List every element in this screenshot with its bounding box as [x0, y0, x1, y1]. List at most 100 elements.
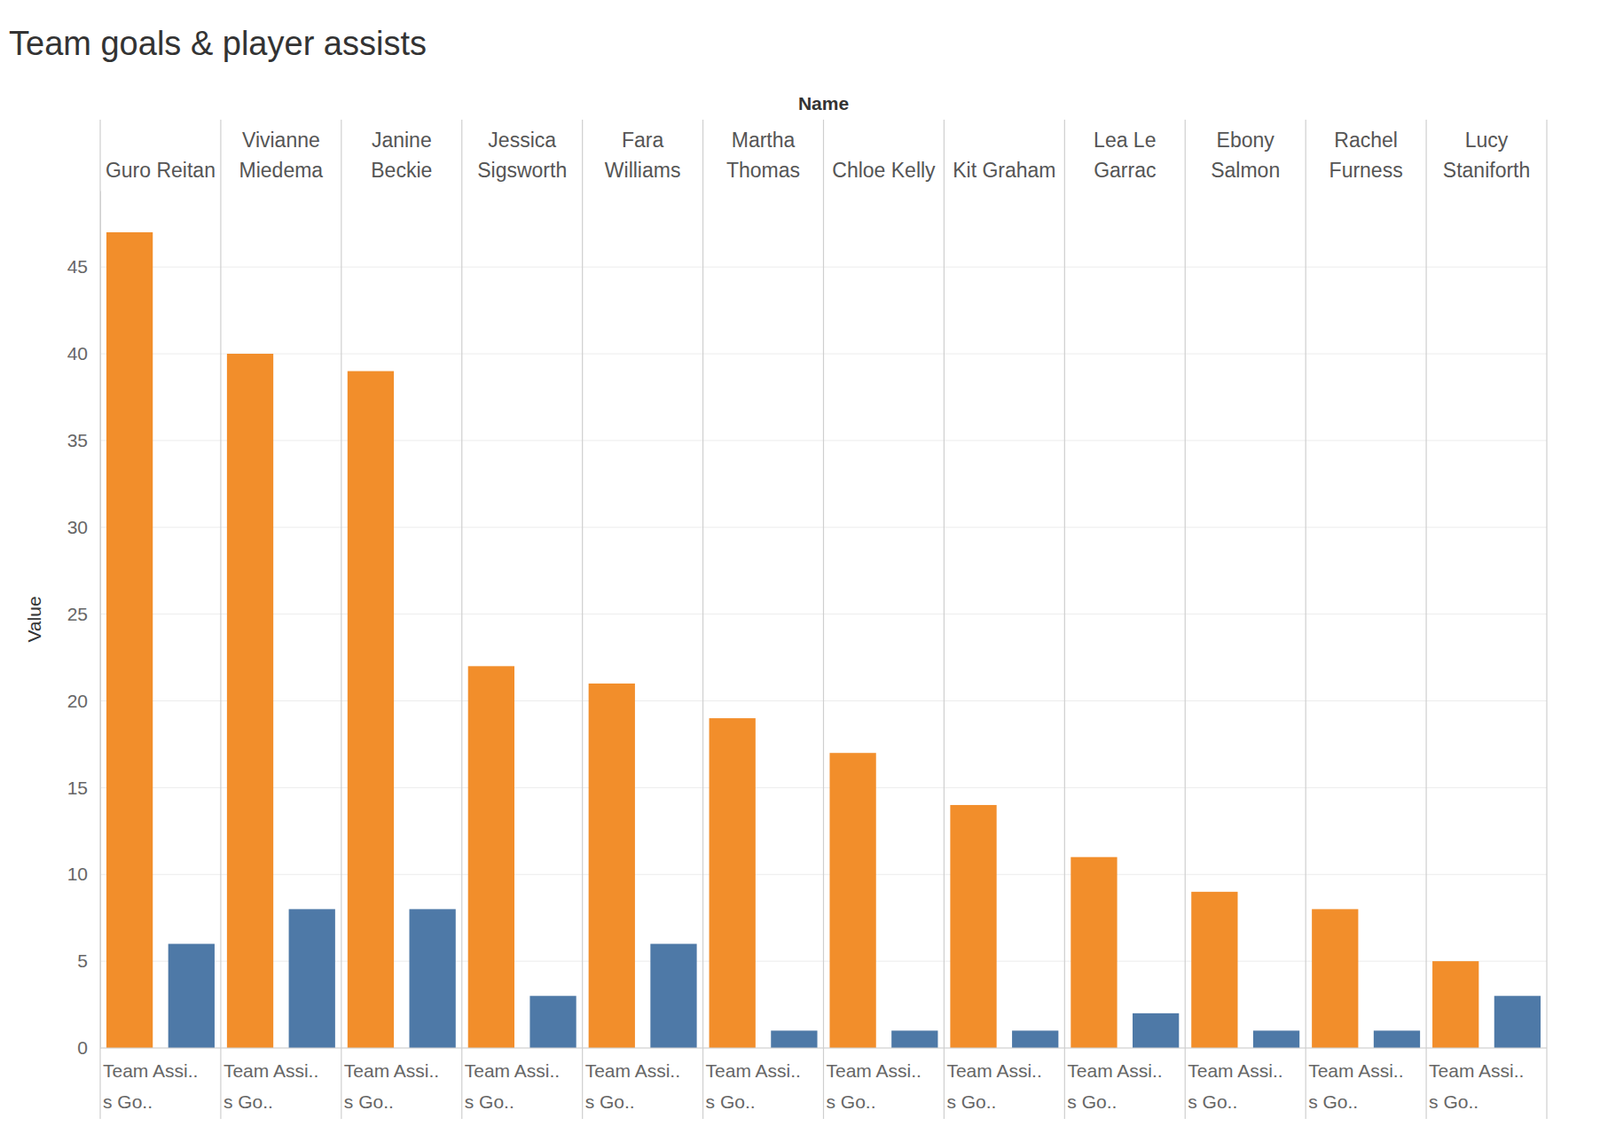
x-tick-label: Team Assi..	[102, 1060, 198, 1082]
y-tick-label: 0	[77, 1037, 88, 1059]
x-tick-label: Team Assi..	[223, 1060, 319, 1082]
bar	[289, 909, 336, 1049]
y-axis-line	[100, 191, 102, 1050]
y-tick-label: 35	[67, 430, 88, 451]
y-tick-label: 10	[67, 863, 88, 885]
bar	[588, 683, 636, 1049]
y-tick: 45	[67, 256, 101, 277]
grid-line	[100, 1048, 1547, 1050]
x-tick-label: s Go..	[1428, 1091, 1479, 1113]
bar	[106, 232, 153, 1049]
y-axis: 0 5 10 15 20 25 30 35 40 45	[67, 191, 102, 1059]
bar	[1132, 1013, 1179, 1049]
x-tick-label: Team Assi..	[1308, 1060, 1404, 1082]
x-tick-label: s Go..	[705, 1091, 756, 1113]
bar	[1011, 1030, 1059, 1049]
y-tick-label: 5	[77, 950, 88, 972]
x-tick-labels: Team Assi.. s Go.. Team Assi.. s Go.. Team A…	[102, 1060, 1524, 1113]
x-tick-label: s Go..	[585, 1091, 636, 1113]
facet-separators	[100, 119, 1547, 1120]
facet-separator	[823, 119, 824, 1120]
bar	[1494, 996, 1541, 1049]
x-tick-label: s Go..	[1187, 1091, 1238, 1113]
x-tick-label: s Go..	[223, 1091, 274, 1113]
x-tick-label: Team Assi..	[344, 1060, 440, 1082]
bar	[650, 944, 697, 1049]
y-axis-title: Value	[23, 596, 45, 643]
facet-header: VivianneMiedema	[239, 128, 324, 182]
y-tick-label: 15	[67, 777, 88, 799]
y-tick-label: 20	[67, 690, 88, 712]
x-tick-label: s Go..	[344, 1091, 394, 1113]
y-tick: 15	[67, 777, 101, 799]
bar	[347, 371, 394, 1049]
x-tick-label: s Go..	[464, 1091, 515, 1113]
bar	[227, 353, 274, 1049]
facet-header: Lea LeGarrac	[1093, 128, 1156, 182]
facet-separator	[1184, 119, 1186, 1120]
bar	[1311, 909, 1358, 1049]
x-tick-label: Team Assi..	[585, 1060, 681, 1082]
y-tick: 5	[77, 950, 101, 972]
bar	[468, 666, 515, 1049]
bar	[770, 1030, 817, 1049]
bar	[1432, 961, 1479, 1049]
bar	[1070, 857, 1117, 1049]
bar	[829, 752, 876, 1049]
y-tick: 10	[67, 863, 101, 885]
x-tick-label: s Go..	[102, 1091, 153, 1113]
x-tick-label: Team Assi..	[946, 1060, 1042, 1082]
y-tick: 25	[67, 603, 101, 625]
y-tick-label: 25	[67, 603, 88, 625]
facet-headers: Guro Reitan VivianneMiedema JanineBeckie Je…	[105, 128, 1530, 182]
facet-separator	[461, 119, 463, 1120]
facet-header: RachelFurness	[1329, 128, 1404, 182]
bar	[1253, 1030, 1300, 1049]
facet-header: Guro Reitan	[105, 158, 216, 182]
facet-header: JanineBeckie	[370, 128, 432, 182]
x-tick-label: Team Assi..	[464, 1060, 560, 1082]
bar	[168, 944, 215, 1049]
title: Team goals & player assists	[8, 24, 427, 63]
facet-separator	[99, 119, 101, 1120]
facet-header: EbonySalmon	[1210, 128, 1280, 182]
x-tick-label: Team Assi..	[705, 1060, 801, 1082]
y-tick: 40	[67, 343, 101, 364]
y-tick: 35	[67, 430, 101, 451]
facet-separator	[340, 119, 342, 1120]
bar	[409, 909, 456, 1049]
bar	[709, 718, 756, 1049]
x-tick-label: s Go..	[826, 1091, 877, 1113]
facet-header: Kit Graham	[952, 158, 1056, 182]
facet-separator	[1425, 119, 1427, 1120]
bars	[106, 232, 1541, 1049]
x-tick-label: Team Assi..	[1187, 1060, 1283, 1082]
y-tick: 30	[67, 517, 101, 538]
chart: Team goals & player assists Name 0 5 10 15 20 2…	[0, 0, 1600, 1126]
facet-header: LucyStaniforth	[1443, 128, 1530, 182]
bar	[1191, 892, 1238, 1049]
x-tick-label: Team Assi..	[826, 1060, 922, 1082]
facet-separator	[1545, 119, 1547, 1120]
y-tick-label: 40	[67, 343, 88, 364]
facet-label: Name	[798, 93, 849, 114]
y-tick: 20	[67, 690, 101, 712]
facet-separator	[1064, 119, 1066, 1120]
facet-separator	[581, 119, 583, 1120]
y-tick-label: 45	[67, 256, 88, 277]
facet-header: MarthaThomas	[726, 128, 800, 182]
facet-header: FaraWilliams	[604, 128, 682, 182]
facet-separator	[702, 119, 704, 1120]
x-axis-line	[100, 1047, 1547, 1049]
facet-header: JessicaSigsworth	[477, 128, 567, 182]
bar	[1373, 1030, 1420, 1049]
x-tick-label: Team Assi..	[1066, 1060, 1162, 1082]
x-tick-label: s Go..	[946, 1091, 997, 1113]
x-tick-label: s Go..	[1066, 1091, 1117, 1113]
facet-header: Chloe Kelly	[831, 158, 936, 182]
facet-separator	[219, 119, 221, 1120]
bar	[891, 1030, 938, 1049]
facet-separator	[943, 119, 945, 1120]
bar	[949, 805, 997, 1049]
x-tick-label: Team Assi..	[1428, 1060, 1524, 1082]
